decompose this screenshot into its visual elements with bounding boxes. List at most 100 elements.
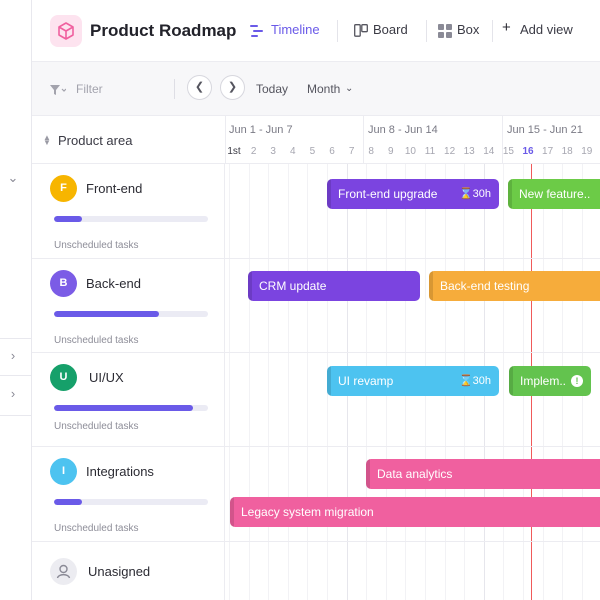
row-name: Integrations [86, 464, 154, 479]
row-front-end: F Front-end Unscheduled tasks [32, 164, 600, 259]
day-label: 6 [329, 146, 335, 157]
progress-fill [54, 311, 159, 317]
row-header[interactable]: F Front-end Unscheduled tasks [32, 164, 225, 258]
divider [0, 338, 32, 339]
today-button[interactable]: Today [256, 82, 289, 96]
avatar: B [50, 270, 77, 297]
task-bar[interactable]: CRM update [248, 271, 420, 301]
header: Product Roadmap Timeline Board Box + Add… [32, 0, 600, 62]
left-sidebar-strip: ⌄ › › [0, 0, 32, 600]
unscheduled-tasks-link[interactable]: Unscheduled tasks [54, 240, 139, 251]
divider [426, 20, 427, 42]
row-unassigned: Unasigned [32, 542, 600, 600]
task-label: Implem.. [520, 374, 567, 388]
day-label: 10 [404, 146, 416, 157]
task-label: Front-end upgrade [338, 187, 438, 201]
timeline-icon [250, 24, 264, 42]
estimate: ⌛30h [459, 179, 491, 209]
row-header[interactable]: Unasigned [32, 542, 225, 600]
tab-timeline[interactable]: Timeline [271, 22, 320, 37]
hourglass-icon: ⌛ [458, 188, 473, 200]
previous-button[interactable]: ❮ [187, 75, 212, 100]
day-label: 11 [424, 146, 436, 157]
progress-fill [54, 499, 82, 505]
task-bar[interactable]: UI revamp ⌛30h [327, 366, 499, 396]
task-bar[interactable]: Legacy system migration [230, 497, 600, 527]
avatar: F [50, 175, 77, 202]
week-label: Jun 8 - Jun 14 [368, 124, 438, 136]
task-label: New feature.. [519, 187, 591, 201]
day-label: 2 [250, 146, 257, 157]
day-label: 19 [581, 146, 593, 157]
divider [0, 415, 32, 416]
chevron-right-icon[interactable]: › [10, 348, 16, 363]
tab-board[interactable]: Board [373, 22, 408, 37]
day-label: 13 [463, 146, 475, 157]
tab-box[interactable]: Box [457, 22, 480, 37]
task-bar[interactable]: Back-end testing [429, 271, 600, 301]
row-name: Front-end [86, 181, 143, 196]
box-icon [438, 24, 452, 43]
board-icon [354, 24, 368, 42]
day-label: 1st [227, 146, 241, 157]
chevron-down-icon[interactable]: ⌄ [7, 170, 19, 185]
row-name: Unasigned [88, 564, 151, 579]
filter-icon[interactable] [50, 83, 67, 101]
filter-input[interactable]: Filter [76, 82, 103, 96]
grid-line [307, 164, 309, 600]
week-label: Jun 15 - Jun 21 [507, 124, 583, 136]
sort-icon[interactable]: ▲ ▼ [43, 133, 51, 147]
scale-dropdown[interactable]: Month [307, 82, 341, 96]
timeline-header: ▲ ▼ Product area Jun 1 - Jun 7 Jun 8 - Ju… [32, 116, 600, 164]
grid-line [268, 164, 270, 600]
progress-fill [54, 405, 193, 411]
grid-line [229, 164, 230, 600]
estimate-value: 30h [472, 375, 491, 387]
divider [0, 375, 32, 376]
row-header[interactable]: U UI/UX Unscheduled tasks [32, 353, 225, 446]
progress-fill [54, 216, 82, 222]
divider [225, 116, 226, 164]
row-header[interactable]: I Integrations Unscheduled tasks [32, 447, 225, 541]
row-name: Back-end [86, 276, 141, 291]
day-label: 18 [561, 146, 573, 157]
unscheduled-tasks-link[interactable]: Unscheduled tasks [54, 335, 139, 346]
day-label: 4 [290, 146, 296, 157]
day-label: 3 [270, 146, 276, 157]
next-button[interactable]: ❯ [220, 75, 245, 100]
avatar: I [50, 458, 77, 485]
day-label: 9 [388, 146, 394, 157]
column-header-product-area[interactable]: Product area [58, 133, 133, 148]
task-label: Legacy system migration [241, 505, 374, 519]
warning-icon[interactable]: ! [571, 375, 583, 387]
chevron-right-icon[interactable]: › [10, 386, 16, 401]
row-integrations: I Integrations Unscheduled tasks [32, 447, 600, 542]
plus-icon[interactable]: + [502, 19, 511, 36]
task-bar[interactable]: Implem.. ! [509, 366, 591, 396]
task-bar[interactable]: New feature.. [508, 179, 600, 209]
task-label: Back-end testing [440, 279, 530, 293]
row-header[interactable]: B Back-end Unscheduled tasks [32, 259, 225, 352]
day-label: 8 [368, 146, 374, 157]
grid-line [287, 164, 289, 600]
day-label: 12 [444, 146, 456, 157]
unscheduled-tasks-link[interactable]: Unscheduled tasks [54, 523, 139, 534]
week-label: Jun 1 - Jun 7 [229, 124, 293, 136]
divider [502, 116, 503, 164]
toolbar: Filter ❮ ❯ Today Month ⌄ [32, 62, 600, 116]
task-label: Data analytics [377, 467, 453, 481]
estimate-value: 30h [472, 188, 491, 200]
task-bar[interactable]: Front-end upgrade ⌛30h [327, 179, 499, 209]
page-title: Product Roadmap [90, 21, 237, 40]
unscheduled-tasks-link[interactable]: Unscheduled tasks [54, 421, 139, 432]
add-view-button[interactable]: Add view [520, 22, 573, 37]
day-label: 15 [502, 146, 514, 157]
progress-bar [54, 216, 208, 222]
task-label: CRM update [259, 279, 327, 293]
user-icon [50, 558, 77, 585]
row-back-end: B Back-end Unscheduled tasks [32, 259, 600, 353]
row-name: UI/UX [89, 370, 124, 385]
task-bar[interactable]: Data analytics [366, 459, 600, 489]
row-ui-ux: U UI/UX Unscheduled tasks [32, 353, 600, 447]
chevron-down-icon[interactable]: ⌄ [345, 83, 354, 94]
